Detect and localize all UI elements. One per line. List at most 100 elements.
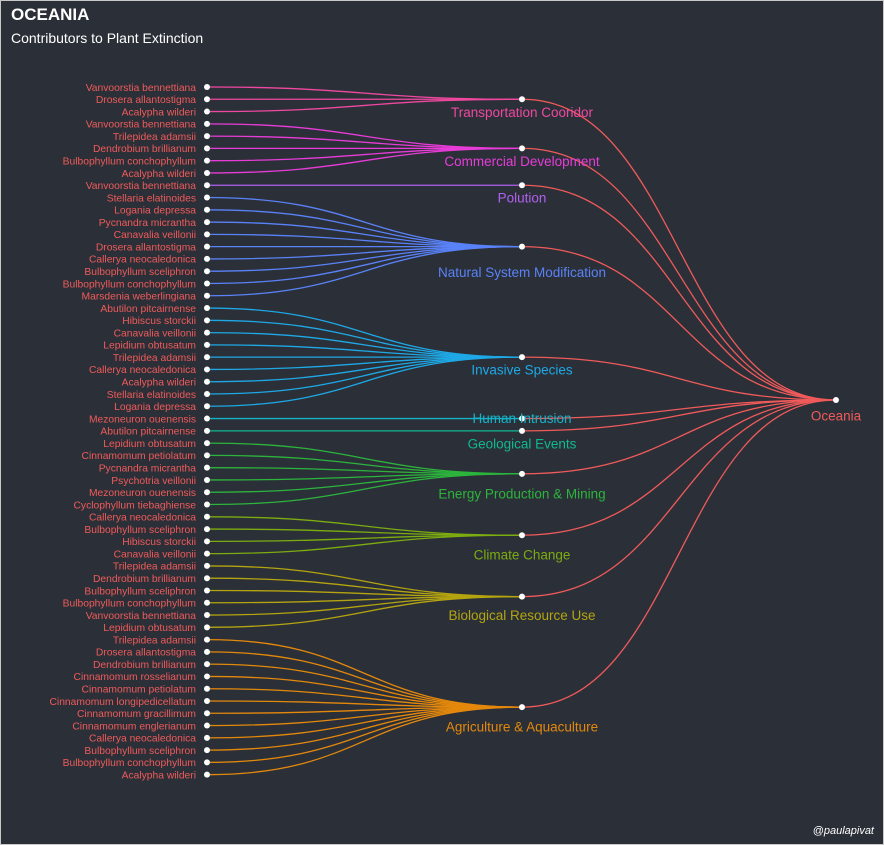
species-label: Lepidium obtusatum <box>103 341 196 352</box>
species-label: Trilepidea adamsii <box>113 635 196 646</box>
leaf-link <box>206 356 523 407</box>
leaf-node <box>204 145 210 152</box>
leaf-node <box>204 612 210 619</box>
author-credit: @paulapivat <box>812 825 874 837</box>
species-label: Acalypha wilderi <box>122 169 196 180</box>
category-link <box>521 245 837 401</box>
category-node <box>519 243 525 250</box>
category-node <box>519 354 525 361</box>
category-label: Human Intrusion <box>472 411 571 426</box>
leaf-node <box>204 673 210 680</box>
leaf-link <box>206 147 523 174</box>
leaf-node <box>204 182 210 189</box>
leaf-node <box>204 722 210 729</box>
species-label: Bulbophyllum sceliphron <box>84 746 196 757</box>
species-label: Callerya neocaledonica <box>89 734 196 745</box>
leaf-node <box>204 391 210 397</box>
species-label: Trilepidea adamsii <box>113 353 196 364</box>
species-label: Bulbophyllum conchophyllum <box>63 599 196 610</box>
species-label: Vanvoorstia bennettiana <box>86 181 197 192</box>
species-label: Hibiscus storckii <box>122 537 196 548</box>
category-label: Natural System Modification <box>438 265 606 280</box>
category-label: Biological Resource Use <box>448 608 595 623</box>
category-label: Geological Events <box>468 436 577 451</box>
category-node <box>519 532 525 539</box>
category-label: Invasive Species <box>471 363 573 378</box>
species-label: Psychotria veillonii <box>111 476 196 487</box>
leaf-link <box>206 595 523 628</box>
leaf-node <box>204 513 210 520</box>
leaf-node <box>204 120 210 127</box>
leaf-node <box>204 464 210 471</box>
leaf-link <box>206 675 523 708</box>
leaf-link <box>206 651 523 708</box>
species-label: Cinnamomum longipedicellatum <box>49 697 196 708</box>
leaf-node <box>204 698 210 704</box>
species-label: Abutilon pitcairnense <box>100 427 196 438</box>
leaf-node <box>204 685 210 692</box>
leaf-node <box>204 710 210 717</box>
leaf-link <box>206 196 523 248</box>
species-label: Dendrobium brillianum <box>93 574 196 585</box>
category-label: Climate Change <box>474 548 571 563</box>
chart-subtitle: Contributors to Plant Extinction <box>11 30 204 46</box>
leaf-node <box>204 648 210 655</box>
leaf-link <box>206 473 523 506</box>
category-label: Polution <box>498 191 547 206</box>
species-label: Acalypha wilderi <box>122 107 196 118</box>
leaf-node <box>204 562 210 569</box>
species-label: Abutilon pitcairnense <box>100 304 196 315</box>
species-label: Stellaria elatinoides <box>107 193 196 204</box>
leaf-node <box>204 415 210 422</box>
species-label: Cinnamomum gracillimum <box>77 709 196 720</box>
leaf-node <box>204 501 210 508</box>
leaf-node <box>204 771 210 778</box>
leaf-node <box>204 84 210 90</box>
leaf-link <box>206 98 523 113</box>
leaf-node <box>204 452 210 459</box>
leaf-node <box>204 587 210 594</box>
species-label: Cinnamomum petiolatum <box>82 451 196 462</box>
species-label: Pycnandra micrantha <box>99 218 197 229</box>
category-link <box>521 98 837 401</box>
leaf-link <box>206 706 523 764</box>
species-label: Bulbophyllum conchophyllum <box>63 279 196 290</box>
leaf-node <box>204 550 210 557</box>
leaf-node <box>204 96 210 103</box>
category-link <box>521 399 837 475</box>
species-label: Bulbophyllum sceliphron <box>84 525 196 536</box>
leaf-node <box>204 206 210 213</box>
category-label: Energy Production & Mining <box>438 486 605 501</box>
leaf-node <box>204 759 210 766</box>
leaf-node <box>204 747 210 754</box>
category-node <box>519 96 525 103</box>
leaf-node <box>204 305 210 312</box>
leaf-link <box>206 700 523 708</box>
category-label: Agriculture & Aquaculture <box>446 720 598 735</box>
leaf-link <box>206 307 523 358</box>
species-label: Stellaria elatinoides <box>107 390 196 401</box>
species-label: Drosera allantostigma <box>96 648 196 659</box>
leaf-node <box>204 636 210 643</box>
species-label: Bulbophyllum conchophyllum <box>63 156 196 167</box>
leaf-node <box>204 476 210 483</box>
leaf-node <box>204 403 210 410</box>
category-label: Transportation Cooridor <box>451 105 594 120</box>
species-label: Marsdenia weberlingiana <box>82 292 197 303</box>
leaf-node <box>204 108 210 115</box>
species-label: Drosera allantostigma <box>96 95 196 106</box>
species-label: Mezoneuron ouenensis <box>89 414 196 425</box>
species-label: Bulbophyllum sceliphron <box>84 586 196 597</box>
leaf-node <box>204 194 210 201</box>
species-label: Cyclophyllum tiebaghiense <box>74 500 197 511</box>
leaf-node <box>204 489 210 496</box>
leaf-link <box>206 245 523 297</box>
leaf-link <box>206 706 523 776</box>
leaf-node <box>204 317 210 324</box>
species-label: Vanvoorstia bennettiana <box>86 611 197 622</box>
leaf-node <box>204 133 210 140</box>
species-label: Pycnandra micrantha <box>99 463 197 474</box>
labels: Vanvoorstia bennettiana Drosera allantost… <box>49 83 861 782</box>
leaf-node <box>204 268 210 275</box>
leaf-node <box>204 329 210 336</box>
